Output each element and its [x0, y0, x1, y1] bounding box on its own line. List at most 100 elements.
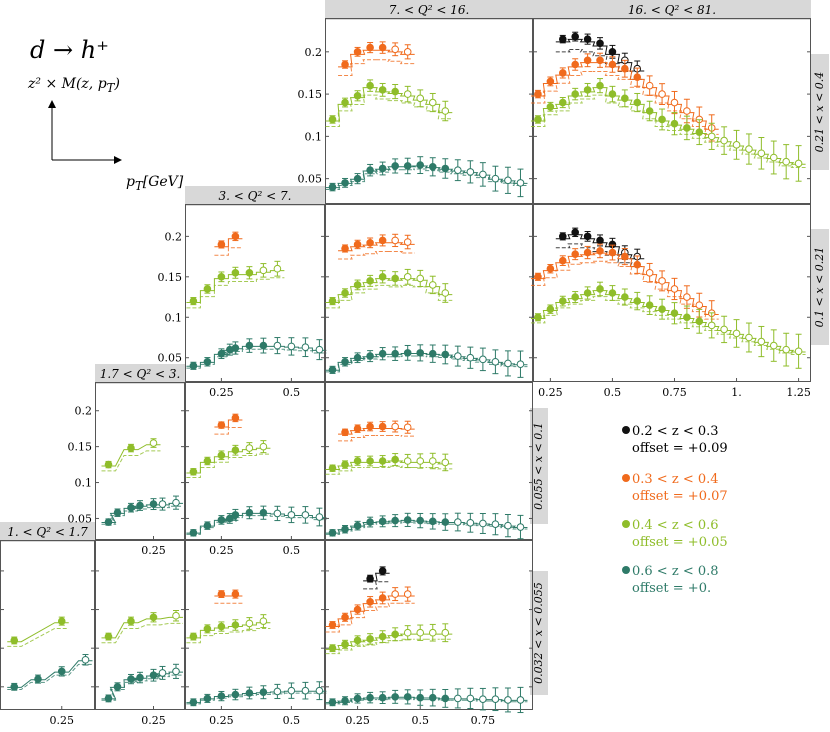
legend-z-label: 0.3 < z < 0.4 [632, 472, 719, 487]
y-tick-label: 0.1 [75, 477, 93, 490]
data-point [136, 501, 144, 510]
q2-header-5: 16. < Q² < 81. [533, 0, 811, 20]
data-point [378, 567, 387, 575]
panel-frame [325, 382, 533, 540]
model-curve-alt [325, 602, 415, 633]
data-point [416, 516, 425, 525]
panel-frame [533, 18, 811, 204]
model-curve-alt [325, 698, 528, 705]
data-point [794, 347, 803, 356]
data-point [259, 617, 268, 625]
model-curve-alt [7, 627, 69, 647]
data-point [391, 87, 399, 96]
data-point [328, 529, 337, 537]
data-point [217, 273, 226, 281]
data-point [217, 349, 226, 358]
model-curve-alt [338, 434, 415, 442]
q2-header-4: 7. < Q² < 16. [325, 0, 533, 20]
data-point [226, 514, 234, 523]
data-point [149, 613, 158, 622]
x-tick-label: 1.25 [786, 386, 811, 399]
data-point [454, 518, 462, 526]
x-tick-label: 0.25 [141, 714, 166, 727]
data-point [608, 48, 617, 56]
data-point [428, 457, 437, 465]
data-point [571, 90, 579, 98]
data-point [273, 509, 282, 518]
data-point [378, 422, 387, 431]
data-point [301, 511, 310, 519]
data-point [596, 56, 604, 65]
data-point [491, 695, 500, 703]
data-point [558, 297, 567, 305]
data-point [341, 428, 349, 437]
data-point [273, 341, 282, 350]
data-point [104, 518, 113, 526]
model-curve [325, 696, 528, 704]
data-point [366, 598, 374, 606]
data-point [127, 617, 135, 625]
panel-frame [0, 540, 95, 710]
model-curve [186, 622, 271, 639]
data-point [328, 621, 337, 629]
panel [325, 382, 533, 540]
model-curve-alt [325, 355, 528, 373]
data-point [10, 683, 19, 691]
data-point [217, 451, 226, 460]
panel-frame [95, 382, 185, 540]
data-point [353, 281, 362, 289]
data-point [608, 248, 617, 257]
data-point [416, 349, 425, 357]
data-point [315, 513, 324, 521]
data-point [341, 98, 349, 107]
data-point [57, 667, 66, 676]
data-point [583, 56, 592, 65]
data-point [353, 424, 362, 433]
data-point [203, 521, 212, 530]
data-point [391, 236, 399, 245]
data-point [172, 667, 180, 676]
data-point [341, 289, 349, 297]
data-point [403, 48, 412, 56]
x-axis-label-unit: [GeV] [142, 174, 184, 190]
data-point [81, 655, 90, 664]
x-tick-label: 0.75 [662, 386, 687, 399]
data-point [231, 590, 240, 598]
data-point [378, 457, 387, 465]
panel: 0.05 0.1 0.15 0.2 0.25 0.5 [158, 204, 327, 399]
data-point [416, 628, 425, 637]
data-point [341, 357, 349, 366]
data-point [104, 460, 113, 469]
model-curve-alt [186, 627, 271, 644]
panel-frame [533, 204, 811, 382]
model-curve [325, 87, 453, 122]
data-point [353, 174, 362, 183]
data-point [670, 98, 679, 107]
data-point [479, 170, 487, 179]
data-point [366, 277, 374, 285]
data-point [231, 414, 240, 422]
data-point [504, 521, 512, 530]
legend-item-z4: 0.6 < z < 0.8 offset = +0. [622, 563, 719, 597]
data-point [378, 517, 387, 526]
data-point [366, 422, 374, 431]
data-point [558, 98, 567, 107]
data-point [353, 521, 362, 530]
data-point [315, 345, 324, 354]
data-point [658, 305, 666, 313]
panel-frame [185, 540, 325, 710]
model-curve-alt [325, 284, 453, 309]
data-point [158, 669, 167, 677]
data-point [217, 692, 226, 700]
data-point [353, 694, 362, 703]
x-tick-label: 0.75 [471, 714, 496, 727]
panel-frame [185, 204, 325, 382]
data-point [391, 349, 399, 358]
panel-frame [95, 540, 185, 710]
data-point [596, 285, 604, 293]
data-point [403, 162, 412, 170]
data-point [366, 574, 374, 583]
data-point [366, 518, 374, 526]
